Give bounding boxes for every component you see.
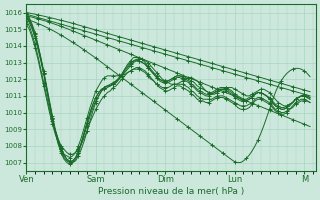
X-axis label: Pression niveau de la mer( hPa ): Pression niveau de la mer( hPa ) xyxy=(98,187,244,196)
